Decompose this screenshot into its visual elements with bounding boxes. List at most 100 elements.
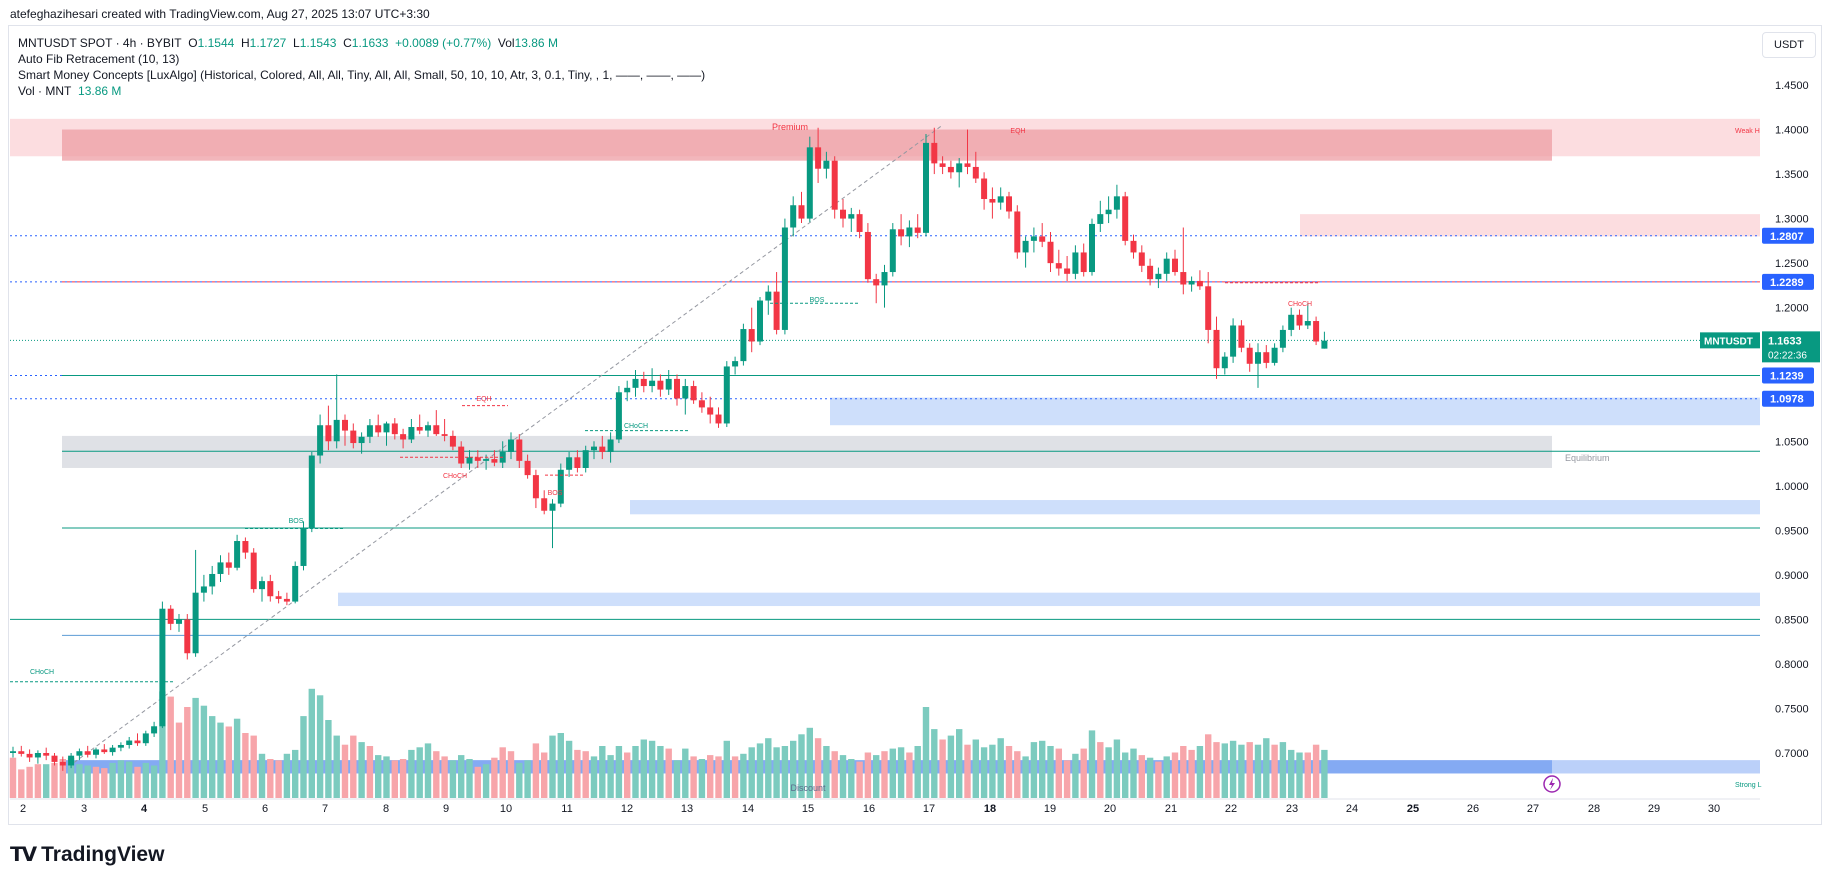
candle-body bbox=[532, 475, 539, 499]
volume-bar bbox=[458, 755, 465, 798]
candle-body bbox=[773, 291, 780, 330]
volume-bar bbox=[947, 735, 955, 798]
candle-body bbox=[939, 163, 946, 167]
symbol-tag bbox=[1700, 332, 1760, 349]
candle-body bbox=[416, 427, 423, 431]
volume-bar bbox=[76, 764, 83, 798]
volume-bar bbox=[1097, 742, 1104, 798]
candle-body bbox=[242, 541, 249, 553]
time-tick: 10 bbox=[500, 803, 512, 815]
demand-order-block-3 bbox=[338, 592, 1760, 607]
tradingview-logo-icon: 𝗧𝗩 bbox=[10, 844, 37, 866]
indicator-smc[interactable]: Smart Money Concepts [LuxAlgo] (Historic… bbox=[18, 68, 706, 82]
volume-bar bbox=[881, 751, 888, 798]
indicator-volume[interactable]: Vol · MNT 13.86 M bbox=[18, 83, 705, 99]
volume-bar bbox=[624, 752, 631, 798]
volume-bar bbox=[516, 762, 523, 798]
legend-ohlc-row[interactable]: MNTUSDT SPOT · 4h · BYBIT O1.1544 H1.172… bbox=[18, 35, 705, 51]
volume-bar bbox=[399, 759, 407, 798]
volume-bar bbox=[798, 734, 805, 798]
time-tick: 27 bbox=[1527, 803, 1539, 815]
volume-bar bbox=[26, 766, 33, 798]
candle-body bbox=[1122, 196, 1129, 241]
candle-body bbox=[599, 446, 606, 452]
volume-bar bbox=[939, 739, 946, 798]
tradingview-brand: TradingView bbox=[41, 842, 165, 866]
price-tick: 1.4000 bbox=[1775, 125, 1809, 137]
volume-bar bbox=[159, 691, 166, 798]
volume-bar bbox=[142, 762, 149, 798]
candle-body bbox=[76, 751, 83, 756]
volume-bar bbox=[707, 755, 714, 798]
legend-open: 1.1544 bbox=[197, 36, 235, 50]
candle-body bbox=[1213, 329, 1220, 369]
candle-body bbox=[126, 740, 133, 745]
legend-low: 1.1543 bbox=[299, 36, 337, 50]
volume-bar bbox=[541, 752, 548, 798]
time-tick: 22 bbox=[1225, 803, 1237, 815]
time-tick: 16 bbox=[863, 803, 875, 815]
time-tick: 14 bbox=[742, 803, 754, 815]
volume-bar bbox=[308, 688, 315, 798]
currency-button[interactable]: USDT bbox=[1762, 32, 1816, 58]
candle-body bbox=[873, 279, 880, 286]
time-tick: 9 bbox=[443, 803, 449, 815]
volume-bar bbox=[1130, 748, 1137, 798]
volume-bar bbox=[972, 739, 979, 798]
volume-bar bbox=[325, 720, 332, 798]
candle-body bbox=[831, 160, 838, 210]
candle-body bbox=[640, 378, 647, 387]
time-tick: 29 bbox=[1648, 803, 1660, 815]
candle-body bbox=[1014, 211, 1021, 253]
tradingview-logo[interactable]: 𝗧𝗩 TradingView bbox=[10, 842, 164, 867]
candle-body bbox=[566, 457, 573, 470]
candle-body bbox=[947, 166, 954, 173]
legend-close-label: C bbox=[343, 36, 352, 50]
volume-bar bbox=[648, 740, 656, 798]
volume-bar bbox=[690, 756, 697, 798]
supply-zone-right bbox=[1300, 214, 1760, 237]
volume-bar bbox=[1030, 742, 1038, 798]
candle-body bbox=[325, 425, 332, 442]
volume-bar bbox=[1271, 744, 1278, 798]
candle-body bbox=[557, 469, 564, 504]
volume-bar bbox=[1171, 752, 1179, 798]
time-tick: 15 bbox=[802, 803, 814, 815]
candle-body bbox=[591, 446, 597, 451]
volume-bar bbox=[1180, 746, 1187, 798]
volume-bar bbox=[1155, 761, 1162, 798]
candle-body bbox=[823, 160, 830, 169]
volume-bar bbox=[964, 744, 971, 798]
candle-body bbox=[51, 755, 58, 762]
eqh-label-mid: EQH bbox=[476, 396, 491, 403]
volume-bar bbox=[134, 766, 141, 798]
last-price-value: 1.1633 bbox=[1768, 335, 1802, 347]
candle-body bbox=[1147, 265, 1154, 280]
time-tick: 7 bbox=[322, 803, 328, 815]
volume-bar bbox=[549, 735, 556, 798]
volume-bar bbox=[1213, 742, 1220, 798]
volume-bar bbox=[209, 716, 216, 798]
volume-bar bbox=[698, 759, 706, 798]
bos-label-1: BOS bbox=[289, 518, 304, 525]
volume-bar bbox=[1196, 746, 1204, 798]
time-tick: 20 bbox=[1104, 803, 1116, 815]
candle-body bbox=[1296, 314, 1303, 326]
legend-vol-label: Vol bbox=[497, 36, 515, 50]
indicator-fib[interactable]: Auto Fib Retracement (10, 13) bbox=[18, 52, 180, 66]
candle-body bbox=[225, 562, 232, 568]
candle-body bbox=[1030, 236, 1037, 241]
candle-body bbox=[234, 541, 241, 568]
candle-body bbox=[1238, 325, 1245, 348]
candle-body bbox=[250, 552, 257, 590]
legend-symbol[interactable]: MNTUSDT SPOT · 4h · BYBIT bbox=[18, 36, 182, 50]
volume-bar bbox=[657, 746, 664, 798]
candle-body bbox=[26, 753, 33, 758]
candle-body bbox=[864, 231, 871, 280]
candle-body bbox=[997, 196, 1004, 203]
candle-body bbox=[1047, 241, 1054, 264]
price-label: 1.1239 bbox=[1770, 370, 1804, 382]
candle-body bbox=[1163, 258, 1170, 274]
candle-body bbox=[964, 163, 971, 167]
